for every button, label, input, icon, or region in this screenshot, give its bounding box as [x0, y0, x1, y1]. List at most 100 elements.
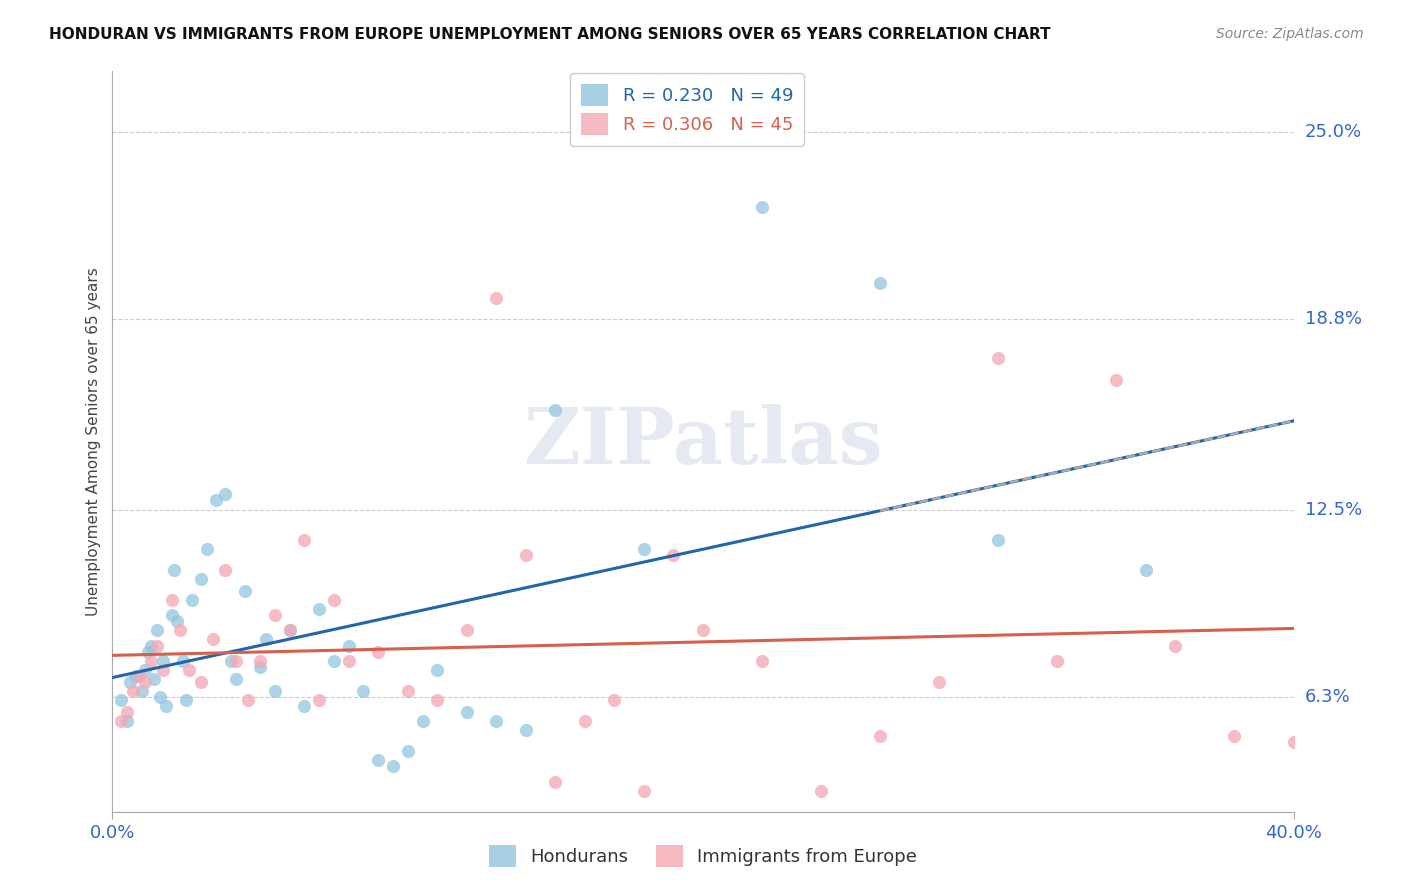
Point [201, 632, 224, 647]
Point [238, 693, 260, 707]
Point [169, 624, 191, 638]
Point [264, 683, 287, 698]
Point [1164, 639, 1187, 653]
Point [110, 714, 132, 728]
Point [174, 693, 197, 707]
Point [382, 759, 405, 773]
Point [928, 674, 950, 689]
Point [692, 624, 714, 638]
Point [751, 654, 773, 668]
Point [485, 714, 508, 728]
Point [412, 714, 434, 728]
Text: 18.8%: 18.8% [1305, 310, 1361, 328]
Point [367, 644, 389, 658]
Point [987, 533, 1010, 547]
Point [163, 563, 186, 577]
Point [987, 351, 1010, 366]
Point [172, 654, 194, 668]
Legend: Hondurans, Immigrants from Europe: Hondurans, Immigrants from Europe [482, 838, 924, 874]
Point [603, 693, 626, 707]
Point [515, 723, 537, 738]
Point [152, 663, 174, 677]
Y-axis label: Unemployment Among Seniors over 65 years: Unemployment Among Seniors over 65 years [86, 268, 101, 615]
Point [352, 683, 374, 698]
Point [181, 593, 204, 607]
Point [139, 639, 162, 653]
Point [160, 593, 183, 607]
Point [426, 663, 449, 677]
Point [278, 624, 301, 638]
Point [149, 690, 172, 704]
Point [662, 548, 685, 562]
Point [323, 654, 346, 668]
Point [205, 493, 228, 508]
Point [1105, 373, 1128, 387]
Point [633, 541, 655, 556]
Point [131, 683, 153, 698]
Point [120, 674, 142, 689]
Point [136, 644, 159, 658]
Point [134, 663, 156, 677]
Point [225, 672, 247, 686]
Point [249, 659, 271, 673]
Point [214, 487, 236, 501]
Point [751, 200, 773, 214]
Point [869, 729, 891, 743]
Point [1046, 654, 1069, 668]
Point [515, 548, 537, 562]
Point [142, 672, 165, 686]
Point [426, 693, 449, 707]
Point [146, 639, 169, 653]
Point [1135, 563, 1157, 577]
Point [254, 632, 277, 647]
Point [633, 783, 655, 797]
Point [117, 705, 138, 719]
Point [456, 624, 478, 638]
Point [117, 714, 138, 728]
Point [308, 693, 330, 707]
Point [249, 654, 271, 668]
Point [396, 683, 419, 698]
Point [128, 669, 150, 683]
Point [155, 698, 177, 713]
Point [190, 572, 212, 586]
Point [139, 654, 162, 668]
Point [264, 608, 287, 623]
Point [278, 624, 301, 638]
Point [574, 714, 596, 728]
Point [337, 654, 360, 668]
Point [292, 698, 315, 713]
Point [110, 693, 132, 707]
Point [195, 541, 218, 556]
Point [134, 674, 156, 689]
Point [219, 654, 242, 668]
Point [337, 639, 360, 653]
Point [160, 608, 183, 623]
Point [1223, 729, 1246, 743]
Point [146, 624, 169, 638]
Point [869, 276, 891, 290]
Point [152, 654, 174, 668]
Point [485, 291, 508, 305]
Text: HONDURAN VS IMMIGRANTS FROM EUROPE UNEMPLOYMENT AMONG SENIORS OVER 65 YEARS CORR: HONDURAN VS IMMIGRANTS FROM EUROPE UNEMP… [49, 27, 1050, 42]
Point [308, 602, 330, 616]
Point [544, 774, 567, 789]
Point [125, 669, 148, 683]
Point [225, 654, 247, 668]
Point [190, 674, 212, 689]
Text: 25.0%: 25.0% [1305, 123, 1362, 141]
Text: Source: ZipAtlas.com: Source: ZipAtlas.com [1216, 27, 1364, 41]
Point [292, 533, 315, 547]
Point [233, 584, 256, 599]
Text: ZIPatlas: ZIPatlas [523, 403, 883, 480]
Text: 6.3%: 6.3% [1305, 688, 1350, 706]
Text: 12.5%: 12.5% [1305, 500, 1362, 518]
Point [456, 705, 478, 719]
Point [323, 593, 346, 607]
Point [122, 683, 145, 698]
Point [166, 615, 188, 629]
Point [396, 744, 419, 758]
Point [544, 402, 567, 417]
Point [214, 563, 236, 577]
Point [367, 753, 389, 767]
